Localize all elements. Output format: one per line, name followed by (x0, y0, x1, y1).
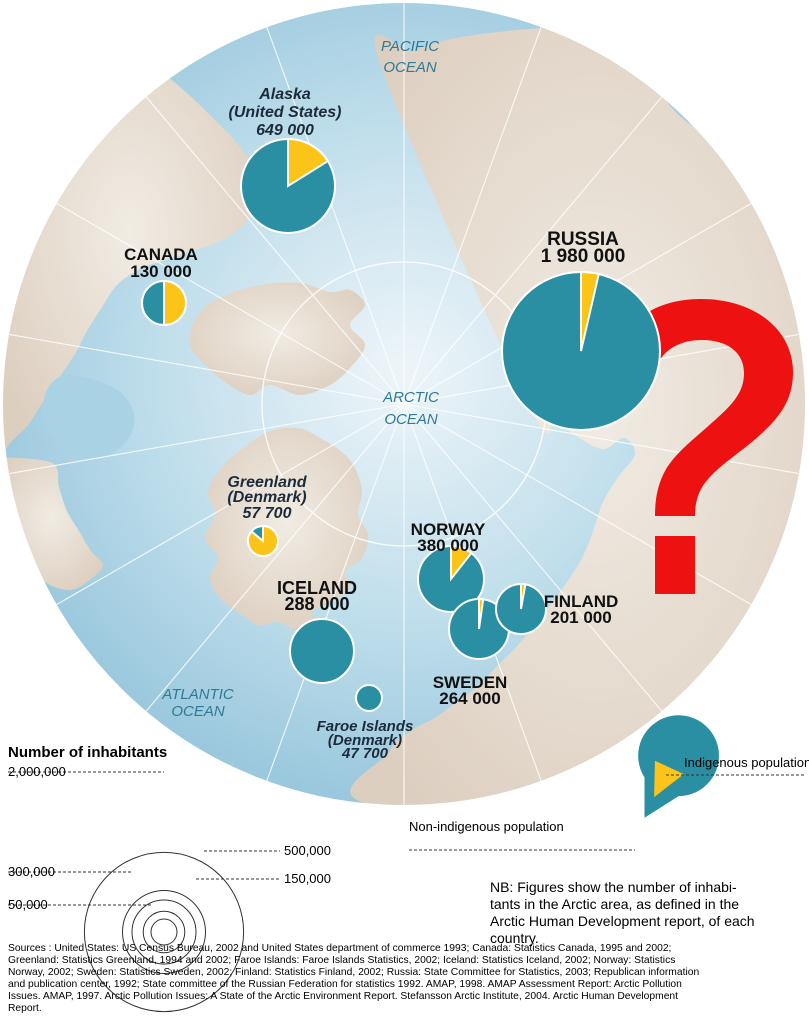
svg-text:ARCTIC: ARCTIC (382, 389, 439, 406)
svg-text:(Denmark): (Denmark) (227, 489, 306, 506)
svg-text:150,000: 150,000 (284, 871, 331, 886)
svg-text:264 000: 264 000 (439, 689, 500, 708)
svg-text:OCEAN: OCEAN (384, 411, 438, 428)
svg-text:Sources : United States: US Ce: Sources : United States: US Census Burea… (8, 943, 671, 954)
svg-text:Arctic Human Development repor: Arctic Human Development report, of each (490, 913, 755, 929)
svg-text:288 000: 288 000 (284, 594, 349, 614)
svg-text:130 000: 130 000 (130, 262, 191, 281)
svg-text:500,000: 500,000 (284, 843, 331, 858)
svg-text:tants in the Arctic area, as d: tants in the Arctic area, as defined in … (490, 896, 739, 912)
svg-text:300,000: 300,000 (8, 864, 55, 879)
svg-text:Non-indigenous population: Non-indigenous population (409, 819, 564, 834)
svg-text:PACIFIC: PACIFIC (381, 38, 439, 55)
svg-text:Report.: Report. (8, 1003, 42, 1014)
svg-text:649 000: 649 000 (256, 122, 314, 139)
svg-text:NB: Figures show the number of: NB: Figures show the number of inhabi- (490, 879, 737, 895)
svg-text:1 980 000: 1 980 000 (541, 246, 626, 267)
svg-text:2,000,000: 2,000,000 (8, 764, 66, 779)
svg-text:Issues. AMAP, 1997. Arctic Pol: Issues. AMAP, 1997. Arctic Pollution Iss… (8, 991, 678, 1002)
svg-text:OCEAN: OCEAN (171, 703, 225, 720)
svg-text:OCEAN: OCEAN (383, 59, 437, 76)
svg-text:380 000: 380 000 (417, 536, 478, 555)
svg-text:and publication center, 1992;: and publication center, 1992; State comm… (8, 979, 682, 990)
svg-text:Alaska: Alaska (258, 86, 311, 103)
svg-text:Greenland: Statistics Greenlan: Greenland: Statistics Greenland, 1994 an… (8, 955, 675, 966)
svg-text:ATLANTIC: ATLANTIC (161, 686, 234, 703)
svg-text:Number of inhabitants: Number of inhabitants (8, 744, 167, 761)
svg-text:Norway, 2002; Sweden: Statisti: Norway, 2002; Sweden: Statistics Sweden,… (8, 967, 699, 978)
svg-text:57 700: 57 700 (243, 505, 292, 522)
svg-text:47 700: 47 700 (341, 745, 389, 762)
svg-text:(United States): (United States) (229, 104, 342, 121)
svg-text:Indigenous population: Indigenous population (684, 755, 809, 770)
svg-text:201 000: 201 000 (550, 608, 611, 627)
svg-text:50,000: 50,000 (8, 897, 48, 912)
